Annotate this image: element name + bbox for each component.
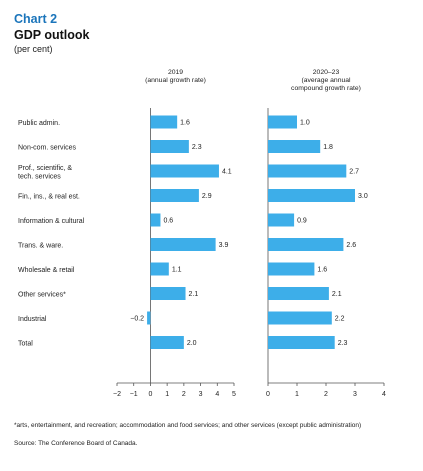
bar-value-label: 2.6 [346, 242, 356, 249]
bar [150, 189, 199, 202]
panel-header: 2019 (annual growth rate) [145, 69, 206, 84]
x-tick-label: 2 [324, 391, 328, 398]
bar-value-label: 2.9 [202, 193, 212, 200]
bar [268, 262, 315, 276]
chart-source: Source: The Conference Board of Canada. [14, 440, 138, 447]
bar [268, 140, 321, 153]
category-label: Trans. & ware. [18, 243, 63, 250]
bar [268, 115, 297, 129]
bar [268, 287, 329, 300]
x-tick-label: 4 [382, 391, 386, 398]
bar-value-label: 4.1 [222, 169, 232, 176]
bar-value-label: 3.0 [358, 193, 368, 200]
category-label: Non-com. services [18, 145, 76, 152]
category-label: Total [18, 341, 33, 348]
bar-value-label: 2.7 [349, 169, 359, 176]
chart-footnote: *arts, entertainment, and recreation; ac… [14, 422, 362, 429]
category-label: Industrial [18, 316, 47, 323]
panel-header: 2020–23 (average annual compound growth ra… [291, 69, 361, 92]
bar-value-label: 2.2 [335, 316, 345, 323]
bar [150, 115, 178, 129]
bar-value-label: 1.6 [180, 120, 190, 127]
x-tick-label: 5 [232, 391, 236, 398]
x-tick-label: 3 [199, 391, 203, 398]
bar-value-label: 2.3 [338, 340, 348, 347]
category-label: Prof., scientific, & tech. services [18, 165, 72, 181]
x-tick-label: 0 [148, 391, 152, 398]
bar [150, 238, 216, 251]
bar [150, 262, 169, 276]
x-tick-label: 2 [182, 391, 186, 398]
x-tick-label: −1 [130, 391, 138, 398]
x-tick-label: 3 [353, 391, 357, 398]
x-tick-label: 4 [215, 391, 219, 398]
bar-value-label: 3.9 [219, 242, 229, 249]
gdp-outlook-chart: Public admin. Non-com. services Prof., sci… [18, 69, 386, 398]
chart-number-label: Chart 2 [14, 12, 58, 26]
bar-value-label: 2.0 [187, 340, 197, 347]
bar-value-label: 0.6 [163, 218, 173, 225]
bar-value-label: 2.1 [332, 291, 342, 298]
bar [268, 164, 347, 178]
bar-value-label: −0.2 [130, 316, 144, 323]
bar [150, 213, 161, 227]
bar [268, 336, 335, 349]
category-label: Information & cultural [18, 218, 85, 225]
chart-subtitle: (per cent) [14, 44, 53, 54]
bar-value-label: 1.8 [323, 144, 333, 151]
bar [268, 189, 355, 202]
bar-value-label: 1.6 [317, 267, 327, 274]
bar-value-label: 1.0 [300, 120, 310, 127]
bar-value-label: 2.1 [189, 291, 199, 298]
bar [150, 164, 219, 178]
category-label: Wholesale & retail [18, 267, 75, 274]
bar [147, 311, 151, 325]
category-label: Public admin. [18, 120, 60, 127]
x-tick-label: 0 [266, 391, 270, 398]
bar-value-label: 2.3 [192, 144, 202, 151]
bar [268, 213, 295, 227]
bar [150, 287, 186, 300]
x-tick-label: −2 [113, 391, 121, 398]
chart-title: GDP outlook [14, 28, 90, 42]
x-tick-label: 1 [295, 391, 299, 398]
x-tick-label: 1 [165, 391, 169, 398]
bar-value-label: 1.1 [172, 267, 182, 274]
bar [150, 336, 184, 349]
bar [268, 238, 344, 251]
bar [268, 311, 332, 325]
category-label: Fin., ins., & real est. [18, 194, 80, 201]
bar-value-label: 0.9 [297, 218, 307, 225]
category-label: Other services* [18, 292, 66, 299]
bar [150, 140, 189, 153]
